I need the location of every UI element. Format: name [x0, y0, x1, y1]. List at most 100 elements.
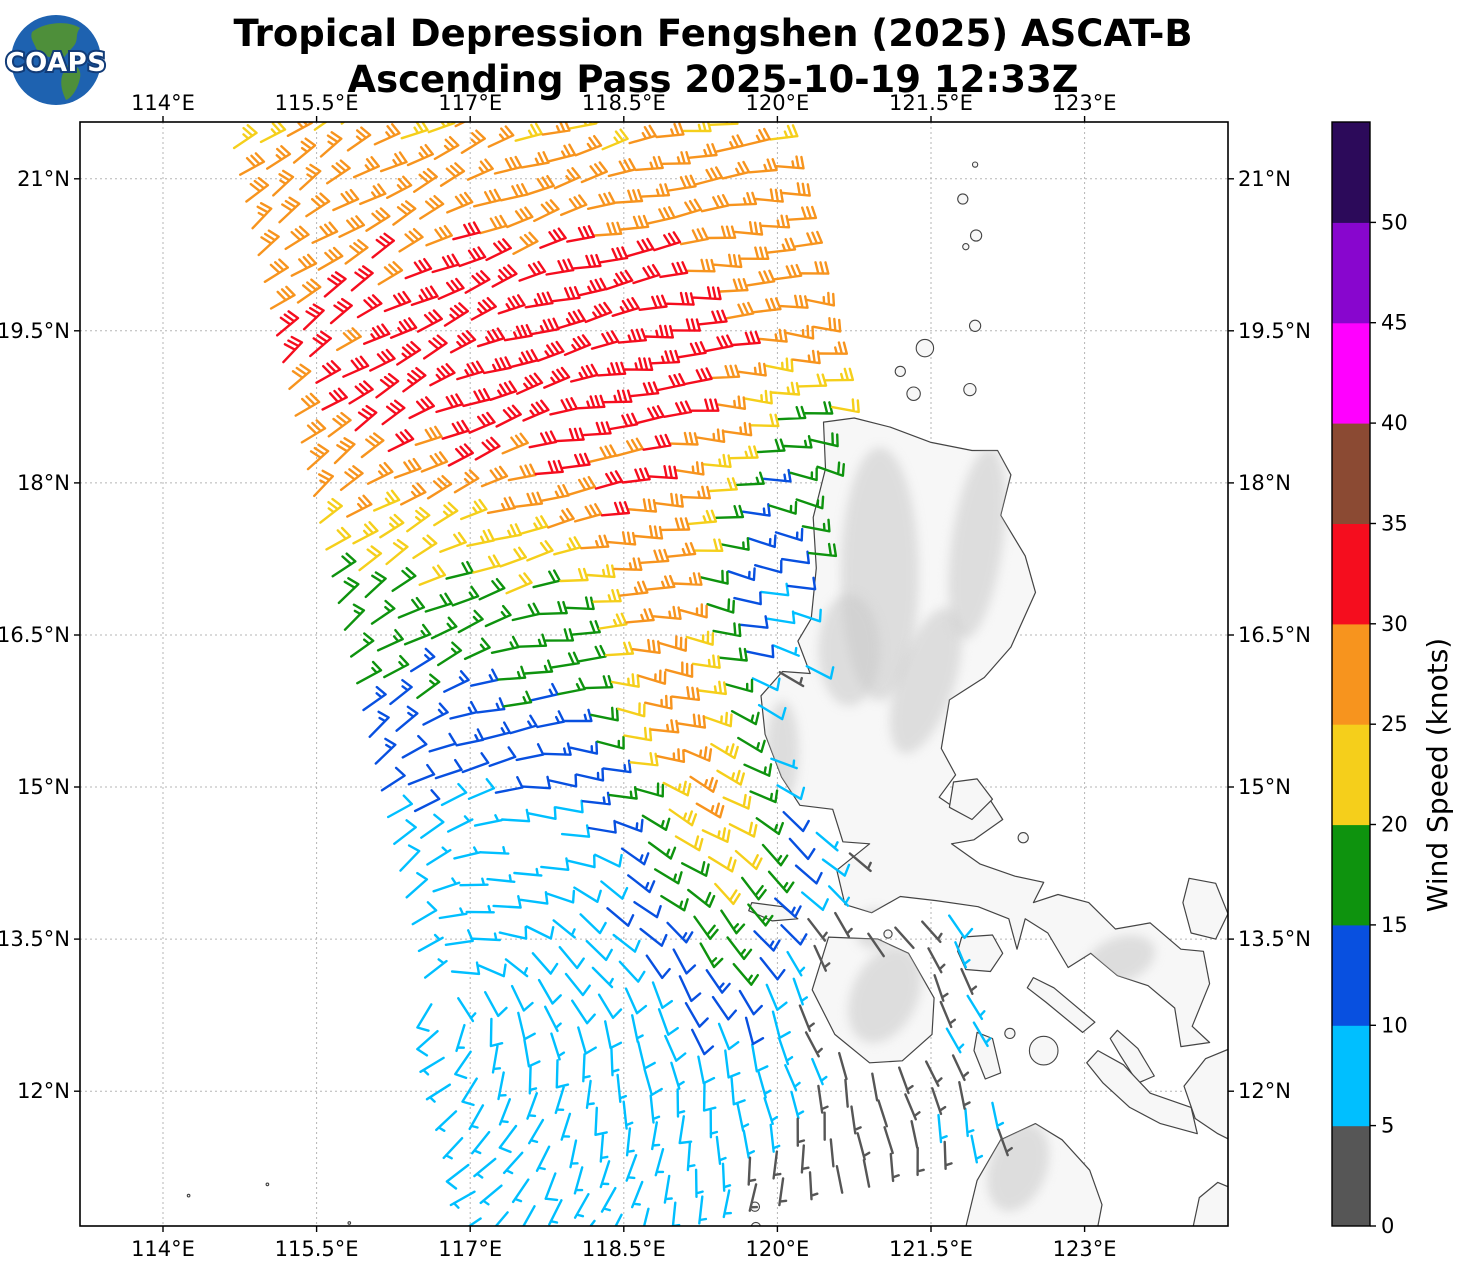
islet — [957, 193, 969, 205]
wind-barb-set — [362, 468, 823, 1056]
colorbar-segment — [1332, 523, 1370, 625]
islet — [1004, 1027, 1016, 1040]
y-tick-label-left: 16.5°N — [0, 623, 70, 647]
x-tick-label-bottom: 118.5°E — [582, 1237, 666, 1261]
colorbar-segment — [1332, 724, 1370, 826]
coastline-samar_sw — [1192, 1181, 1228, 1226]
islet — [969, 229, 983, 242]
colorbar-tick-label: 0 — [1381, 1214, 1394, 1238]
colorbar-segment — [1332, 824, 1370, 926]
terrain-shade — [818, 594, 880, 706]
wind-barb-set — [747, 671, 1013, 1212]
x-tick-label-top: 117°E — [438, 91, 502, 115]
colorbar-tick-label: 15 — [1381, 913, 1408, 937]
wind-barb-set — [276, 221, 761, 517]
coastline-masbate — [1086, 1050, 1198, 1135]
y-tick-label-left: 19.5°N — [0, 319, 70, 343]
wind-barb-set — [239, 122, 848, 819]
coastline-marinduque — [957, 934, 1004, 973]
y-tick-label-right: 15°N — [1238, 775, 1291, 799]
coastline-samar_west — [1183, 1048, 1228, 1140]
x-tick-label-top: 121.5°E — [889, 91, 973, 115]
coastline-lubang — [748, 902, 799, 922]
x-tick-label-bottom: 123°E — [1053, 1237, 1117, 1261]
y-tick-label-left: 13.5°N — [0, 927, 70, 951]
colorbar-tick-label: 30 — [1381, 612, 1408, 636]
chart-title-line1: Tropical Depression Fengshen (2025) ASCA… — [233, 12, 1192, 55]
colorbar-segment — [1332, 1125, 1370, 1227]
coastline-tablas — [973, 1031, 1002, 1080]
chart-title-line2: Ascending Pass 2025-10-19 12:33Z — [347, 58, 1078, 101]
colorbar-segment — [1332, 423, 1370, 524]
y-tick-label-right: 21°N — [1238, 167, 1291, 191]
islet — [915, 338, 935, 358]
axis-frame-and-ticks: 114°E 114°E 115.5°E 115.5°E 117°E 117°E 118.5°… — [0, 91, 1311, 1261]
x-tick-label-bottom: 120°E — [745, 1237, 809, 1261]
wind-barb-set — [387, 582, 1005, 1226]
y-tick-label-right: 12°N — [1238, 1079, 1291, 1103]
y-tick-label-right: 16.5°N — [1238, 623, 1311, 647]
x-tick-label-bottom: 121.5°E — [889, 1237, 973, 1261]
x-tick-label-top: 123°E — [1053, 91, 1117, 115]
coastline-catanduanes — [1182, 877, 1228, 940]
colorbar-segment — [1332, 623, 1370, 725]
x-tick-label-top: 114°E — [131, 91, 195, 115]
islet — [1017, 832, 1029, 844]
wind-barb-set — [227, 122, 860, 906]
coastline-burias — [1026, 977, 1096, 1033]
islet — [963, 382, 977, 397]
colorbar-tick-label: 25 — [1381, 712, 1408, 736]
map-gridlines — [80, 122, 1228, 1226]
logo-land-north-america — [31, 23, 80, 62]
x-tick-label-bottom: 115.5°E — [275, 1237, 359, 1261]
coastline-polillo — [948, 778, 994, 821]
map-terrain-shading — [766, 447, 1155, 1212]
colorbar-tick-label: 5 — [1381, 1114, 1394, 1138]
islet — [186, 1193, 191, 1198]
colorbar-segment — [1332, 322, 1370, 424]
terrain-shade — [848, 946, 922, 1043]
y-tick-label-right: 19.5°N — [1238, 319, 1311, 343]
y-tick-label-right: 18°N — [1238, 471, 1291, 495]
x-tick-label-top: 120°E — [745, 91, 809, 115]
logo-text: COAPS — [6, 48, 107, 78]
colorbar-segment — [1332, 122, 1370, 223]
colorbar-tick-label: 45 — [1381, 311, 1408, 335]
colorbar-label: Wind Speed (knots) — [1421, 638, 1454, 912]
y-tick-label-left: 12°N — [17, 1079, 70, 1103]
terrain-shade — [889, 607, 962, 754]
colorbar: 0 5 10 15 20 25 30 35 40 45 50 — [1331, 121, 1408, 1238]
x-tick-label-bottom: 117°E — [438, 1237, 502, 1261]
islet — [750, 1221, 761, 1226]
wind-barbs — [227, 122, 1013, 1226]
colorbar-tick-label: 10 — [1381, 1013, 1408, 1037]
y-tick-label-right: 13.5°N — [1238, 927, 1311, 951]
colorbar-tick-label: 50 — [1381, 210, 1408, 234]
colorbar-segment — [1332, 222, 1370, 324]
colorbar-segment — [1332, 1025, 1370, 1127]
colorbar-tick-label: 35 — [1381, 512, 1408, 536]
y-tick-label-left: 21°N — [17, 167, 70, 191]
islet — [968, 319, 982, 332]
coaps-logo: COAPS — [4, 15, 108, 105]
terrain-shade — [948, 448, 1006, 640]
islet — [894, 365, 906, 378]
islet — [906, 386, 921, 401]
terrain-shade — [986, 1123, 1050, 1212]
x-tick-label-top: 118.5°E — [582, 91, 666, 115]
colorbar-tick-label: 40 — [1381, 411, 1408, 435]
islet — [883, 929, 893, 939]
wind-barb-set — [331, 401, 845, 986]
islet — [962, 243, 970, 251]
colorbar-tick-label: 20 — [1381, 813, 1408, 837]
islet — [971, 161, 979, 168]
plot-frame — [79, 121, 1229, 1227]
islet — [1028, 1035, 1059, 1066]
islet — [265, 1182, 270, 1187]
x-tick-label-bottom: 114°E — [131, 1237, 195, 1261]
islet — [347, 1221, 352, 1225]
colorbar-frame — [1331, 121, 1371, 1227]
x-tick-label-top: 115.5°E — [275, 91, 359, 115]
logo-land-south-america — [61, 64, 81, 100]
